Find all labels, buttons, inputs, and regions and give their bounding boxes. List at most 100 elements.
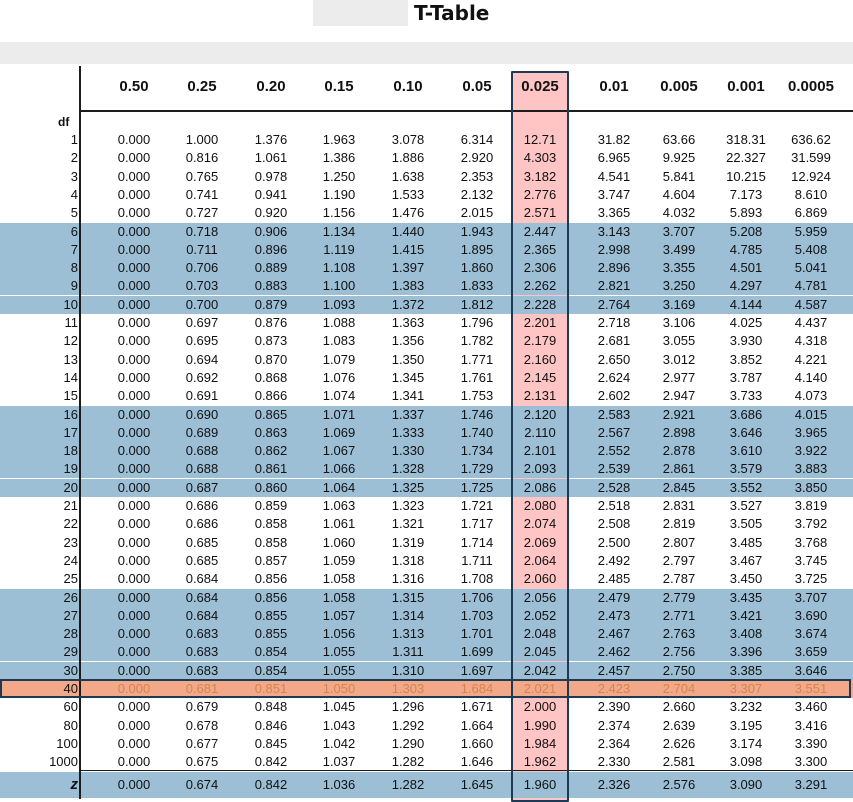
table-cell: 1.067	[322, 443, 356, 459]
table-cell: 1.119	[323, 241, 355, 257]
table-cell: 3.460	[794, 699, 828, 715]
table-cell: 1.761	[460, 369, 494, 385]
table-cell: 2.473	[597, 607, 631, 623]
table-cell: 2.390	[597, 699, 631, 715]
table-cell: 1.323	[391, 498, 425, 513]
table-cell: 1.356	[391, 333, 425, 349]
z-row-divider	[80, 770, 853, 771]
table-cell: 1.063	[322, 498, 356, 513]
table-cell: 3.745	[794, 552, 828, 568]
table-cell: 0.000	[117, 626, 151, 642]
table-cell: 3.250	[662, 278, 696, 294]
table-cell: 0.855	[254, 626, 288, 642]
row-df: 29	[63, 644, 78, 660]
table-cell: 3.930	[729, 333, 763, 349]
table-cell: 1.363	[391, 315, 425, 330]
table-cell: 2.306	[523, 260, 557, 276]
table-row: 27 0.000 0.684 0.855 1.057 1.314 1.703 2.052 2.4…	[0, 606, 853, 625]
table-cell: 1.325	[391, 479, 425, 495]
vertical-divider	[79, 66, 81, 799]
table-row: 8 0.000 0.706 0.889 1.108 1.397 1.860 2.306 2.89…	[0, 259, 853, 278]
table-row: 5 0.000 0.727 0.920 1.156 1.476 2.015 2.571 3.36…	[0, 204, 853, 222]
table-cell: 1.330	[391, 443, 425, 459]
table-cell: 0.000	[117, 168, 151, 184]
table-cell: 2.045	[523, 644, 557, 660]
table-cell: 0.000	[117, 296, 151, 312]
row-df: 9	[70, 278, 78, 294]
table-cell: 0.000	[117, 699, 151, 715]
table-cell: 1.064	[322, 479, 356, 495]
table-cell: 0.694	[185, 351, 219, 367]
table-cell: 0.677	[185, 735, 219, 751]
table-cell: 0.741	[185, 186, 219, 202]
table-cell: 1.190	[322, 186, 356, 202]
table-cell: 3.646	[794, 662, 828, 678]
table-cell: 1.706	[460, 589, 494, 605]
highlight-row-border	[0, 679, 851, 698]
table-cell: 2.508	[597, 516, 631, 532]
row-df: 14	[63, 369, 78, 385]
table-cell: 0.000	[117, 607, 151, 623]
row-df: 30	[63, 662, 78, 678]
table-cell: 1.058	[322, 589, 356, 605]
table-cell: 3.707	[794, 589, 828, 605]
column-header: 0.20	[256, 78, 286, 95]
table-cell: 1.376	[254, 132, 288, 147]
table-cell: 1.746	[460, 406, 494, 422]
table-cell: 0.000	[117, 662, 151, 678]
table-cell: 2.947	[662, 388, 696, 404]
table-cell: 3.768	[794, 534, 828, 550]
table-cell: 1.055	[322, 662, 356, 678]
table-cell: 1.076	[322, 369, 356, 385]
table-cell: 0.688	[185, 443, 219, 459]
table-cell: 2.021	[523, 681, 557, 696]
table-cell: 1.350	[391, 351, 425, 367]
z-cell: 0.674	[185, 777, 219, 792]
table-cell: 0.816	[185, 150, 219, 166]
table-cell: 3.365	[597, 205, 631, 221]
table-row: 24 0.000 0.685 0.857 1.059 1.318 1.711 2.064 2.4…	[0, 552, 853, 570]
table-cell: 0.684	[185, 607, 219, 623]
row-df: 40	[63, 681, 78, 696]
row-df: 16	[63, 406, 78, 422]
table-cell: 0.842	[254, 754, 288, 770]
table-cell: 0.865	[254, 406, 288, 422]
table-cell: 2.179	[523, 333, 557, 349]
table-cell: 1.725	[460, 479, 494, 495]
table-cell: 2.074	[523, 516, 557, 532]
table-cell: 2.056	[523, 589, 557, 605]
table-cell: 0.000	[117, 681, 151, 696]
table-row: 30 0.000 0.683 0.854 1.055 1.310 1.697 2.042 2.4…	[0, 661, 853, 680]
table-cell: 0.856	[254, 589, 288, 605]
table-cell: 6.965	[597, 150, 631, 166]
table-cell: 2.518	[597, 498, 631, 513]
table-cell: 2.048	[523, 626, 557, 642]
table-row: 19 0.000 0.688 0.861 1.066 1.328 1.729 2.093 2.5…	[0, 460, 853, 479]
table-cell: 0.860	[254, 479, 288, 495]
table-row: 60 0.000 0.679 0.848 1.045 1.296 1.671 2.000 2.3…	[0, 698, 853, 716]
table-row: 12 0.000 0.695 0.873 1.083 1.356 1.782 2.179 2.6…	[0, 332, 853, 350]
table-cell: 2.086	[523, 479, 557, 495]
table-cell: 3.690	[794, 607, 828, 623]
table-cell: 2.921	[662, 406, 696, 422]
table-cell: 1.711	[461, 552, 493, 568]
z-label: z	[70, 776, 79, 793]
table-cell: 0.858	[254, 534, 288, 550]
table-cell: 3.850	[794, 479, 828, 495]
table-cell: 0.706	[185, 260, 219, 276]
table-cell: 3.390	[794, 735, 828, 751]
table-cell: 2.819	[662, 516, 696, 532]
table-cell: 0.000	[117, 516, 151, 532]
table-cell: 2.000	[523, 699, 557, 715]
table-cell: 1.045	[322, 699, 356, 715]
table-cell: 0.687	[185, 479, 219, 495]
table-cell: 2.365	[523, 241, 557, 257]
table-cell: 22.327	[726, 150, 766, 166]
row-df: 100	[56, 735, 78, 751]
table-cell: 2.060	[523, 571, 557, 587]
table-row: 9 0.000 0.703 0.883 1.100 1.383 1.833 2.262 2.82…	[0, 277, 853, 296]
table-cell: 2.776	[523, 186, 557, 202]
table-cell: 0.000	[117, 479, 151, 495]
row-df: 7	[70, 241, 78, 257]
table-cell: 9.925	[662, 150, 696, 166]
